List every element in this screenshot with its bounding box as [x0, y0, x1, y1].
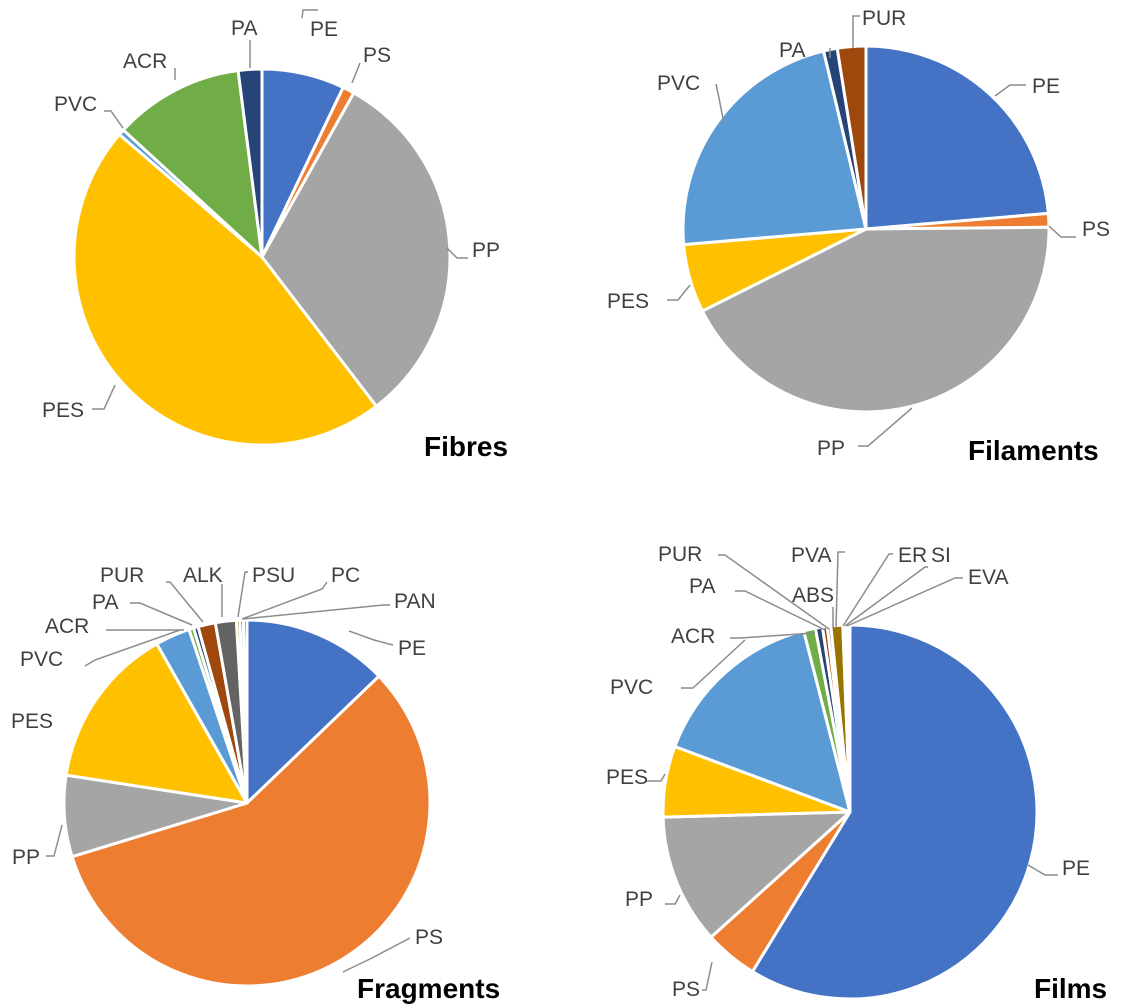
fragments-label-pc: PC — [331, 564, 360, 587]
fragments-leader-line-pvc — [84, 629, 181, 667]
films-leader-line-pva — [835, 551, 845, 629]
films-label-pe: PE — [1062, 857, 1090, 880]
filaments-leader-line-pe — [994, 84, 1026, 97]
filaments-label-pp: PP — [817, 437, 845, 460]
filaments-leader-line-pvc — [715, 83, 725, 125]
films-leader-line-pa — [735, 590, 826, 631]
films-pie-chart: PE PS PP PES PVC ACR PA PUR ABS PVA ER SI EVA Films — [606, 543, 1107, 1004]
fragments-leader-line-pc — [241, 581, 328, 620]
fibres-leader-line-pes — [92, 384, 116, 410]
filaments-label-pes: PES — [607, 290, 649, 313]
fragments-leader-line-pan — [242, 604, 390, 620]
fragments-label-alk: ALK — [183, 564, 223, 587]
films-label-pa: PA — [689, 575, 715, 598]
films-leader-line-acr — [730, 632, 816, 639]
fibres-label-pe: PE — [310, 18, 338, 41]
films-label-si: SI — [931, 544, 951, 567]
fibres-leader-line-pvc — [104, 110, 124, 129]
films-leader-line-ps — [702, 961, 713, 991]
fibres-slice-pa — [236, 67, 264, 259]
filaments-leader-line-pur — [852, 15, 860, 48]
filaments-slice-pur — [835, 44, 868, 231]
filaments-pie-chart: PE PS PP PES PVC PA PUR Filaments — [607, 7, 1110, 466]
fragments-leader-line-pa — [130, 602, 193, 626]
fragments-leader-line-psu — [237, 571, 248, 618]
films-leader-line-si — [844, 566, 928, 627]
fibres-leader-line-ps — [351, 62, 361, 84]
fibres-title: Fibres — [424, 431, 508, 462]
fragments-label-pur: PUR — [100, 564, 144, 587]
fragments-label-ps: PS — [415, 926, 443, 949]
fibres-label-pvc: PVC — [54, 93, 97, 116]
fragments-label-pvc: PVC — [20, 648, 63, 671]
fibres-leader-line-pp — [446, 247, 468, 259]
filaments-slice-pvc — [681, 49, 868, 247]
filaments-leader-line-ps — [1048, 225, 1076, 238]
fragments-label-psu: PSU — [252, 564, 295, 587]
fragments-slice-pan — [241, 618, 249, 805]
films-leader-line-er — [842, 553, 893, 627]
films-label-ps: PS — [672, 978, 700, 1001]
fibres-slice-acr — [121, 69, 264, 259]
fragments-label-pa: PA — [92, 591, 118, 614]
fragments-leader-line-ps — [342, 937, 411, 973]
filaments-leader-line-pp — [858, 407, 913, 447]
fragments-label-pp: PP — [12, 846, 40, 869]
filaments-label-pa: PA — [779, 39, 805, 62]
filaments-label-pvc: PVC — [657, 72, 700, 95]
fragments-label-pan: PAN — [394, 590, 436, 613]
films-label-abs: ABS — [792, 584, 834, 607]
films-label-pp: PP — [625, 888, 653, 911]
filaments-title: Filaments — [968, 435, 1099, 466]
filaments-leader-line-pes — [667, 284, 691, 301]
films-label-pva: PVA — [791, 544, 831, 567]
fibres-label-pp: PP — [472, 239, 500, 262]
filaments-label-pe: PE — [1032, 75, 1060, 98]
fragments-leader-line-pur — [166, 581, 204, 623]
films-label-acr: ACR — [671, 625, 715, 648]
fragments-leader-line-pe — [348, 630, 394, 646]
fibres-slice-pes — [72, 133, 378, 447]
films-label-er: ER — [898, 544, 927, 567]
films-leader-line-pe — [1027, 864, 1058, 876]
filaments-slice-pe — [864, 44, 1050, 231]
fragments-slice-pe — [245, 618, 381, 805]
films-leader-line-pp — [665, 894, 681, 905]
films-leader-line-pes — [646, 773, 666, 782]
fragments-label-pe: PE — [398, 637, 426, 660]
fragments-leader-line-pp — [46, 824, 63, 857]
fragments-slice-ps — [70, 674, 432, 988]
films-label-pur: PUR — [658, 543, 702, 566]
filaments-slice-pp — [700, 225, 1051, 414]
films-slice-pe — [750, 623, 1039, 1001]
films-label-pes: PES — [606, 766, 648, 789]
fibres-slice-pp — [260, 91, 452, 408]
films-title: Films — [1034, 973, 1107, 1004]
fibres-label-pes: PES — [42, 399, 84, 422]
fibres-label-acr: ACR — [123, 50, 167, 73]
fragments-title: Fragments — [357, 973, 500, 1004]
fibres-label-pa: PA — [231, 17, 257, 40]
films-leader-line-eva — [846, 577, 963, 627]
fibres-label-ps: PS — [363, 44, 391, 67]
filaments-label-ps: PS — [1082, 218, 1110, 241]
films-label-eva: EVA — [968, 566, 1008, 589]
films-leader-line-pvc — [681, 639, 746, 689]
films-slice-pp — [661, 810, 852, 939]
films-leader-line-pur — [718, 554, 830, 630]
filaments-label-pur: PUR — [862, 7, 906, 30]
fragments-label-pes: PES — [11, 710, 53, 733]
films-label-pvc: PVC — [610, 676, 653, 699]
fibres-pie-chart: PE PS PP PES PVC ACR PA Fibres — [42, 9, 508, 462]
fragments-label-acr: ACR — [45, 615, 89, 638]
fragments-slice-pes — [64, 642, 249, 805]
fibres-leader-line-pe — [301, 9, 318, 19]
